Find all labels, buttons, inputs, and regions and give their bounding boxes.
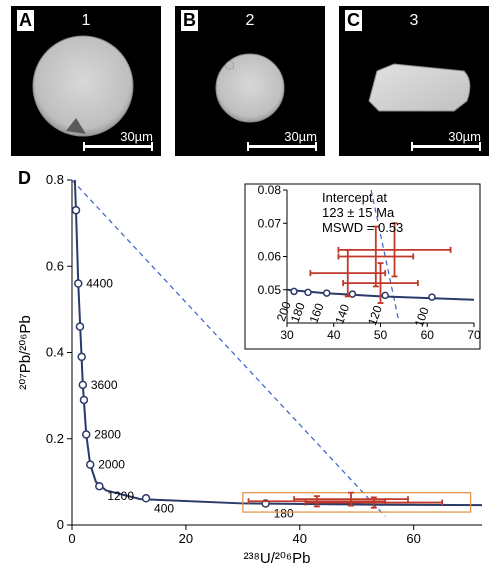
svg-text:70: 70	[467, 328, 481, 342]
panel-C-num: 3	[410, 12, 419, 30]
svg-text:40: 40	[293, 531, 307, 546]
panel-C: C 3 30µm	[339, 6, 489, 156]
svg-text:0.6: 0.6	[46, 258, 64, 273]
svg-text:400: 400	[154, 501, 174, 515]
panel-A-num: 1	[82, 12, 91, 30]
svg-text:0.07: 0.07	[258, 216, 282, 230]
svg-text:Intercept at: Intercept at	[322, 190, 387, 205]
scale-text-A: 30µm	[120, 129, 153, 144]
svg-text:60: 60	[406, 531, 420, 546]
svg-text:123 ± 15 Ma: 123 ± 15 Ma	[322, 205, 395, 220]
svg-text:40: 40	[327, 328, 341, 342]
svg-text:0.06: 0.06	[258, 250, 282, 264]
panel-letter-D: D	[18, 168, 31, 189]
scale-bar-C: 30µm	[411, 129, 481, 148]
scale-text-C: 30µm	[448, 129, 481, 144]
panel-B-num: 2	[246, 12, 255, 30]
svg-text:20: 20	[179, 531, 193, 546]
svg-text:2800: 2800	[94, 427, 121, 441]
svg-text:0.8: 0.8	[46, 172, 64, 187]
svg-text:0: 0	[68, 531, 75, 546]
scale-bar-A: 30µm	[83, 129, 153, 148]
svg-text:1200: 1200	[107, 489, 134, 503]
svg-text:0.08: 0.08	[258, 183, 282, 197]
chart-D: 0 20 40 60 0 0.2 0.4 0.6 0.8 ²³⁸U/²⁰⁶Pb ²⁰⁷Pb/²⁰⁶P…	[12, 170, 492, 570]
chart-svg: 0 20 40 60 0 0.2 0.4 0.6 0.8 ²³⁸U/²⁰⁶Pb ²⁰⁷Pb/²⁰⁶P…	[12, 170, 492, 570]
panel-letter-A: A	[17, 10, 34, 31]
scale-text-B: 30µm	[284, 129, 317, 144]
svg-text:MSWD = 0.53: MSWD = 0.53	[322, 220, 403, 235]
svg-text:2000: 2000	[98, 458, 125, 472]
top-row: A 1 30µm B	[0, 0, 500, 156]
scale-line-C	[411, 145, 481, 148]
panel-B: B 2 30µm	[175, 6, 325, 156]
scale-bar-B: 30µm	[247, 129, 317, 148]
svg-text:0.4: 0.4	[46, 345, 64, 360]
svg-text:²³⁸U/²⁰⁶Pb: ²³⁸U/²⁰⁶Pb	[244, 550, 311, 567]
svg-text:180: 180	[274, 506, 294, 520]
svg-text:3600: 3600	[91, 378, 118, 392]
svg-text:0: 0	[57, 517, 64, 532]
panel-letter-C: C	[345, 10, 362, 31]
svg-text:30: 30	[280, 328, 294, 342]
svg-text:4400: 4400	[86, 277, 113, 291]
scale-line-B	[247, 145, 317, 148]
svg-text:50: 50	[374, 328, 388, 342]
panel-letter-B: B	[181, 10, 198, 31]
panel-A: A 1 30µm	[11, 6, 161, 156]
figure-root: A 1 30µm B	[0, 0, 500, 583]
svg-text:0.2: 0.2	[46, 431, 64, 446]
svg-text:60: 60	[421, 328, 435, 342]
scale-line-A	[83, 145, 153, 148]
svg-text:²⁰⁷Pb/²⁰⁶Pb: ²⁰⁷Pb/²⁰⁶Pb	[17, 315, 34, 389]
svg-text:0.05: 0.05	[258, 283, 282, 297]
